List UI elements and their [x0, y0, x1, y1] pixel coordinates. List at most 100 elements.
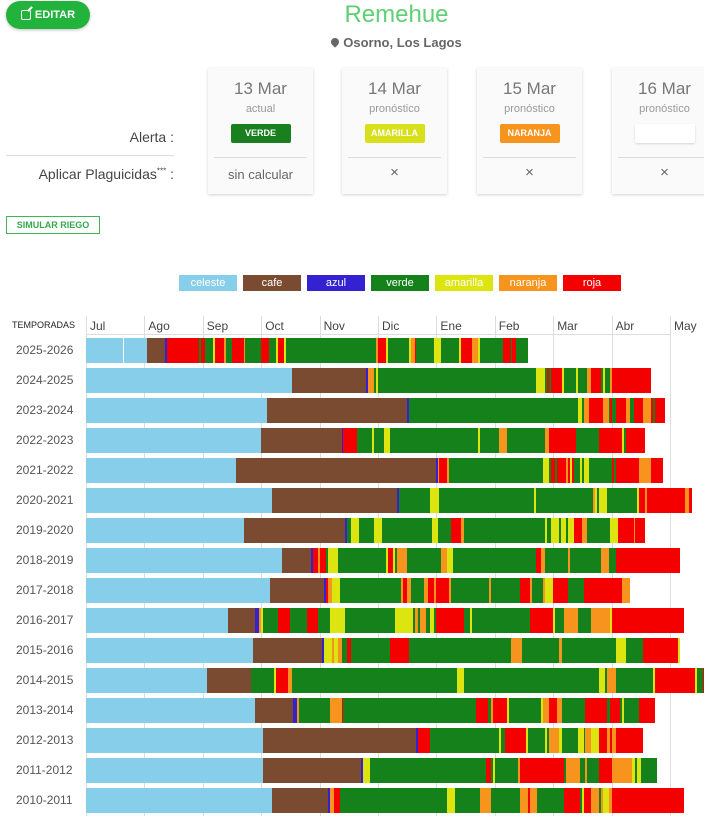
- segment-naranja: [606, 668, 617, 693]
- segment-roja: [610, 398, 613, 423]
- segment-roja: [232, 338, 244, 363]
- segment-amarilla: [383, 428, 390, 453]
- close-icon: ×: [660, 164, 669, 181]
- station-location: Osorno, Los Lagos: [0, 35, 704, 50]
- card-kind: pronóstico: [504, 103, 555, 115]
- segment-verde: [389, 428, 479, 453]
- label-divider: [6, 155, 174, 156]
- segment-verde: [570, 548, 602, 573]
- segment-verde: [577, 608, 592, 633]
- segment-amarilla: [372, 428, 375, 453]
- segment-verde: [408, 638, 511, 663]
- segment-verde: [606, 698, 611, 723]
- segment-naranja: [258, 608, 262, 633]
- segment-amarilla: [333, 638, 339, 663]
- legend-item-celeste: celeste: [179, 275, 237, 291]
- segment-naranja: [581, 518, 588, 543]
- segment-naranja: [410, 338, 415, 363]
- segment-naranja: [608, 788, 613, 813]
- card-divider: [348, 157, 441, 158]
- segment-roja: [347, 638, 352, 663]
- segment-naranja: [614, 728, 617, 753]
- segment-verde: [506, 428, 546, 453]
- segment-roja: [612, 608, 684, 633]
- segment-roja: [520, 578, 531, 603]
- segment-naranja: [633, 518, 636, 543]
- segment-naranja: [600, 788, 604, 813]
- segment-verde: [199, 338, 202, 363]
- segment-verde: [291, 668, 458, 693]
- segment-amarilla: [598, 488, 607, 513]
- segment-naranja: [593, 488, 596, 513]
- segment-roja: [668, 488, 686, 513]
- segment-roja: [504, 728, 527, 753]
- segment-verde: [641, 758, 657, 783]
- card-kind: pronóstico: [369, 103, 420, 115]
- segment-naranja: [337, 638, 342, 663]
- segment-amarilla: [506, 698, 510, 723]
- segment-verde: [429, 728, 435, 753]
- segment-roja: [598, 428, 623, 453]
- segment-verde: [374, 428, 385, 453]
- segment-roja: [598, 758, 613, 783]
- segment-celeste: [86, 608, 229, 633]
- segment-azul: [345, 518, 348, 543]
- segment-amarilla: [351, 518, 360, 543]
- segment-cafe: [228, 608, 256, 633]
- segment-naranja: [287, 668, 292, 693]
- segment-verde: [696, 668, 704, 693]
- segment-verde: [451, 578, 490, 603]
- legend-item-azul: azul: [307, 275, 365, 291]
- segment-roja: [214, 338, 225, 363]
- segment-amarilla: [575, 368, 579, 393]
- segment-amarilla: [568, 518, 575, 543]
- edit-button[interactable]: EDITAR: [6, 1, 90, 29]
- segment-verde: [408, 398, 579, 423]
- segment-verde: [387, 338, 410, 363]
- segment-amarilla: [545, 518, 548, 543]
- segment-verde: [510, 338, 513, 363]
- segment-amarilla: [631, 758, 636, 783]
- segment-celeste: [86, 398, 267, 423]
- segment-amarilla: [493, 758, 496, 783]
- segment-amarilla: [385, 548, 388, 573]
- segment-amarilla: [274, 668, 277, 693]
- segment-roja: [201, 338, 206, 363]
- card-date: 14 Mar: [368, 79, 421, 98]
- month-tick-label: Feb: [498, 319, 520, 333]
- segment-roja: [547, 368, 550, 393]
- segment-roja: [643, 638, 679, 663]
- month-tick-label: Mar: [557, 319, 578, 333]
- segment-roja: [654, 398, 665, 423]
- segment-amarilla: [694, 668, 698, 693]
- segment-amarilla: [550, 518, 559, 543]
- segment-verde: [493, 788, 521, 813]
- segment-celeste: [86, 758, 264, 783]
- segment-verde: [545, 368, 548, 393]
- segment-verde: [441, 338, 460, 363]
- segment-amarilla: [458, 338, 461, 363]
- segment-verde: [479, 428, 500, 453]
- segment-verde: [612, 398, 617, 423]
- segment-naranja: [376, 338, 379, 363]
- segment-roja: [589, 398, 604, 423]
- forecast-card: 14 Mar pronóstico AMARILLA ×: [342, 68, 447, 194]
- segment-celeste: [86, 788, 273, 813]
- month-tick-label: Dic: [382, 319, 400, 333]
- simulate-irrigation-button[interactable]: SIMULAR RIEGO: [6, 216, 100, 234]
- segment-verde: [508, 698, 542, 723]
- segment-roja: [439, 458, 448, 483]
- segment-amarilla: [562, 368, 565, 393]
- segment-roja: [598, 728, 607, 753]
- segment-amarilla: [579, 458, 583, 483]
- segment-celeste: [86, 728, 264, 753]
- segment-verde: [370, 758, 486, 783]
- segment-verde: [600, 368, 604, 393]
- y-axis-title: TEMPORADAS: [12, 320, 76, 330]
- segment-amarilla: [602, 788, 609, 813]
- segment-roja: [635, 518, 646, 543]
- segment-verde: [579, 788, 583, 813]
- legend-item-roja: roja: [563, 275, 621, 291]
- segment-verde: [245, 338, 262, 363]
- season-label: 2012-2013: [16, 733, 74, 747]
